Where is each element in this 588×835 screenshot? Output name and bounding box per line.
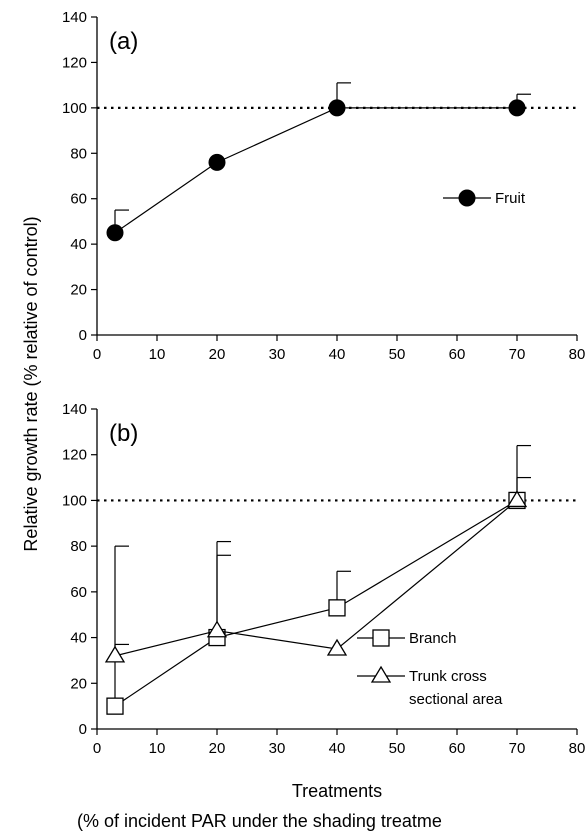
- data-point: [106, 697, 124, 715]
- x-axis-label: Treatments: [292, 781, 382, 801]
- legend-label: Trunk cross: [409, 668, 487, 685]
- panel-label: (b): [109, 420, 138, 447]
- x-tick-label: 70: [509, 346, 526, 363]
- data-point: [328, 99, 346, 117]
- series-line: [114, 499, 518, 657]
- data-point: [508, 99, 526, 117]
- y-tick-label: 60: [70, 584, 87, 601]
- data-point: [506, 490, 528, 508]
- x-tick-label: 80: [569, 346, 586, 363]
- x-axis-sublabel: (% of incident PAR under the shading tre…: [77, 811, 442, 831]
- y-tick-label: 0: [79, 721, 87, 738]
- y-tick-label: 140: [62, 9, 87, 26]
- x-tick-label: 50: [389, 740, 406, 757]
- y-tick-label: 100: [62, 492, 87, 509]
- y-tick-label: 140: [62, 401, 87, 418]
- data-point: [206, 620, 228, 638]
- legend-marker: [370, 665, 392, 683]
- x-tick-label: 10: [149, 346, 166, 363]
- legend-label: Fruit: [495, 190, 526, 207]
- y-tick-label: 20: [70, 675, 87, 692]
- data-point: [328, 599, 346, 617]
- panel-label: (a): [109, 28, 138, 55]
- y-tick-label: 120: [62, 54, 87, 71]
- data-point: [208, 153, 226, 171]
- y-tick-label: 100: [62, 100, 87, 117]
- x-tick-label: 20: [209, 346, 226, 363]
- x-tick-label: 60: [449, 346, 466, 363]
- panel-b: 0 10 20 30 40 50 60 70 80 0 20 40 60 80 100 120 140 (b) Br…: [62, 401, 585, 757]
- y-tick-label: 80: [70, 538, 87, 555]
- x-tick-label: 30: [269, 740, 286, 757]
- data-point: [326, 638, 348, 656]
- x-tick-label: 20: [209, 740, 226, 757]
- y-tick-label: 80: [70, 145, 87, 162]
- panel-a: 0 10 20 30 40 50 60 70 80 0 20 40 60 80 100 120 140 (a) Fr…: [62, 9, 585, 363]
- y-tick-label: 60: [70, 191, 87, 208]
- x-tick-label: 70: [509, 740, 526, 757]
- x-tick-label: 40: [329, 740, 346, 757]
- y-tick-label: 20: [70, 282, 87, 299]
- series-line: [114, 499, 518, 707]
- y-tick-label: 40: [70, 630, 87, 647]
- x-tick-label: 40: [329, 346, 346, 363]
- x-tick-label: 60: [449, 740, 466, 757]
- data-point: [104, 645, 126, 663]
- x-tick-label: 0: [93, 740, 101, 757]
- x-tick-label: 0: [93, 346, 101, 363]
- y-tick-label: 120: [62, 447, 87, 464]
- legend-label: Branch: [409, 630, 457, 647]
- x-tick-label: 30: [269, 346, 286, 363]
- x-tick-label: 10: [149, 740, 166, 757]
- x-tick-label: 50: [389, 346, 406, 363]
- data-point: [106, 224, 124, 242]
- legend-marker: [372, 629, 390, 647]
- x-tick-label: 80: [569, 740, 586, 757]
- legend-label: sectional area: [409, 691, 503, 708]
- series-line: [114, 107, 517, 234]
- y-axis-label: Relative growth rate (% relative of cont…: [21, 216, 41, 551]
- y-tick-label: 0: [79, 327, 87, 344]
- legend-marker: [458, 189, 476, 207]
- y-tick-label: 40: [70, 236, 87, 253]
